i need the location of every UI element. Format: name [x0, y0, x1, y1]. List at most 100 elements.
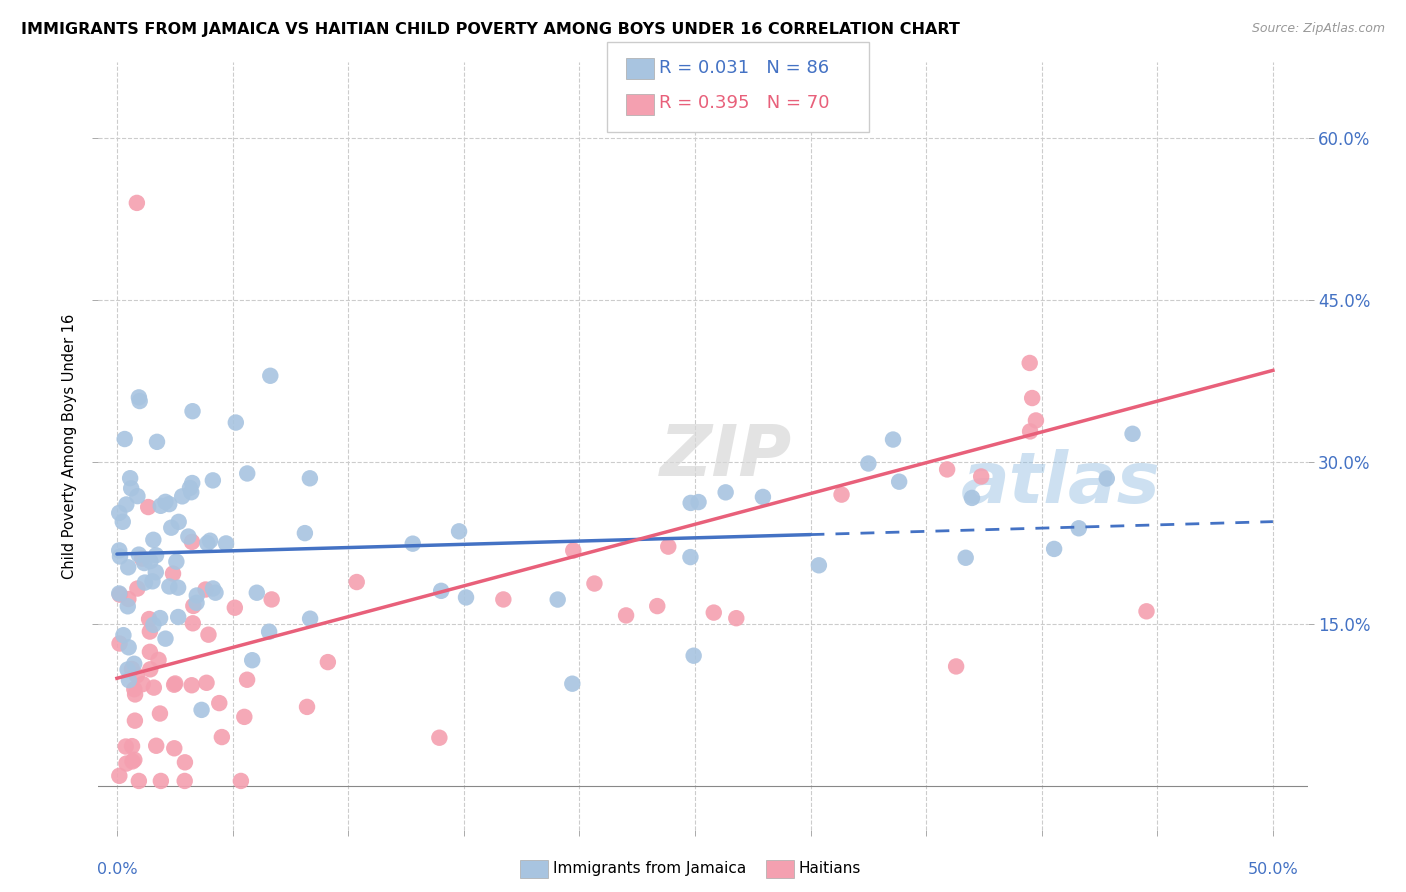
Point	[430, 583, 453, 598]
Point	[134, 575, 156, 590]
Point	[260, 592, 283, 607]
Point	[547, 592, 569, 607]
Point	[139, 645, 162, 659]
Point	[229, 773, 252, 788]
Point	[108, 636, 131, 650]
Point	[108, 586, 131, 600]
Point	[108, 543, 131, 558]
Point	[145, 548, 167, 562]
Point	[165, 676, 187, 690]
Point	[141, 574, 163, 589]
Point	[195, 675, 218, 690]
Point	[139, 624, 162, 639]
Point	[236, 467, 259, 481]
Point	[138, 612, 160, 626]
Point	[114, 739, 136, 754]
Point	[127, 582, 149, 596]
Point	[122, 657, 145, 671]
Point	[115, 498, 138, 512]
Point	[970, 469, 993, 483]
Point	[115, 756, 138, 771]
Text: Immigrants from Jamaica: Immigrants from Jamaica	[553, 862, 745, 876]
Point	[148, 653, 170, 667]
Point	[295, 699, 318, 714]
Point	[124, 753, 146, 767]
Point	[1025, 413, 1047, 427]
Point	[128, 548, 150, 562]
Point	[181, 476, 204, 491]
Point	[121, 755, 143, 769]
Point	[155, 495, 177, 509]
Point	[955, 550, 977, 565]
Point	[233, 710, 256, 724]
Point	[139, 554, 162, 568]
Point	[215, 536, 238, 550]
Point	[246, 585, 269, 599]
Point	[831, 488, 853, 502]
Point	[157, 497, 180, 511]
Point	[163, 741, 186, 756]
Point	[889, 475, 911, 489]
Point	[165, 555, 187, 569]
Point	[177, 530, 200, 544]
Point	[142, 533, 165, 547]
Point	[195, 536, 218, 550]
Point	[124, 688, 146, 702]
Point	[1019, 425, 1042, 439]
Point	[111, 515, 134, 529]
Point	[125, 668, 148, 682]
Point	[120, 471, 142, 485]
Point	[136, 500, 159, 514]
Point	[108, 769, 131, 783]
Point	[108, 588, 131, 602]
Point	[155, 632, 177, 646]
Point	[1135, 604, 1157, 618]
Point	[149, 773, 172, 788]
Point	[346, 575, 368, 590]
Point	[179, 481, 201, 495]
Point	[186, 589, 208, 603]
Point	[120, 481, 142, 495]
Point	[807, 558, 830, 573]
Point	[146, 434, 169, 449]
Text: 50.0%: 50.0%	[1247, 862, 1298, 877]
Point	[181, 404, 204, 418]
Point	[294, 526, 316, 541]
Point	[112, 628, 135, 642]
Point	[121, 662, 143, 676]
Point	[682, 648, 704, 663]
Point	[149, 611, 172, 625]
Point	[858, 457, 880, 471]
Point	[657, 540, 679, 554]
Point	[127, 489, 149, 503]
Point	[117, 560, 139, 574]
Text: R = 0.395   N = 70: R = 0.395 N = 70	[659, 95, 830, 112]
Point	[118, 640, 141, 655]
Point	[124, 682, 146, 697]
Point	[142, 617, 165, 632]
Point	[121, 739, 143, 753]
Point	[562, 543, 585, 558]
Point	[181, 616, 204, 631]
Point	[128, 394, 150, 409]
Point	[180, 485, 202, 500]
Point	[936, 462, 959, 476]
Point	[118, 673, 141, 688]
Text: Haitians: Haitians	[799, 862, 860, 876]
Point	[114, 432, 136, 446]
Text: IMMIGRANTS FROM JAMAICA VS HAITIAN CHILD POVERTY AMONG BOYS UNDER 16 CORRELATION: IMMIGRANTS FROM JAMAICA VS HAITIAN CHILD…	[21, 22, 960, 37]
Point	[561, 676, 583, 690]
Point	[172, 489, 194, 503]
Point	[236, 673, 259, 687]
Point	[145, 566, 167, 580]
Point	[224, 600, 246, 615]
Point	[208, 696, 231, 710]
Point	[449, 524, 471, 539]
Point	[125, 195, 148, 210]
Point	[145, 739, 167, 753]
Text: ZIP: ZIP	[661, 422, 793, 491]
Point	[186, 596, 208, 610]
Point	[259, 368, 281, 383]
Point	[225, 416, 247, 430]
Point	[167, 581, 190, 595]
